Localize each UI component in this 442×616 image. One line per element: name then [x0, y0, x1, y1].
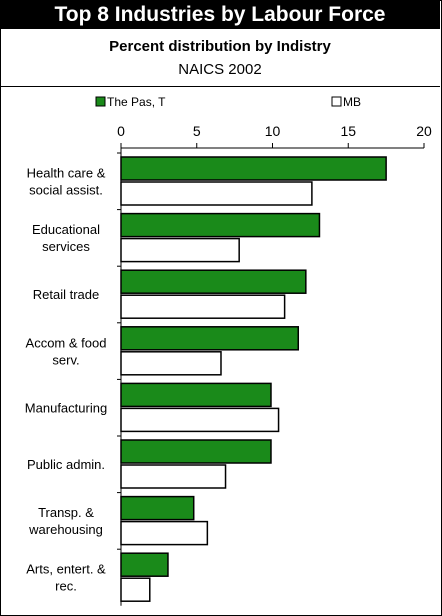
bar-the-pas-0 — [120, 156, 387, 181]
category-label-0-line-1: social assist. — [29, 183, 103, 198]
category-label-6-line-0: Transp. & — [38, 505, 94, 520]
x-tick-label-3: 15 — [340, 123, 356, 139]
x-axis: 0 5 10 15 20 — [117, 123, 432, 149]
category-label-0: Health care & social assist. — [27, 166, 106, 198]
legend-label-1: MB — [343, 95, 361, 109]
category-label-4-line-0: Manufacturing — [25, 400, 107, 415]
category-label-7: Arts, entert. & rec. — [26, 562, 106, 594]
x-tick-label-0: 0 — [117, 123, 125, 139]
bar-mb-1 — [120, 237, 240, 263]
bar-the-pas-2 — [120, 269, 307, 294]
category-label-6-line-1: warehousing — [28, 522, 103, 537]
category-label-0-line-0: Health care & — [27, 166, 106, 181]
bar-the-pas-4 — [120, 382, 272, 408]
bar-mb-4 — [120, 407, 280, 433]
category-label-1: Educational services — [32, 222, 100, 254]
bar-the-pas-6 — [120, 495, 195, 521]
category-label-1-line-1: services — [42, 239, 90, 254]
category-label-5-line-0: Public admin. — [27, 457, 105, 472]
bars — [120, 156, 387, 602]
bar-mb-3 — [120, 351, 222, 376]
y-axis: Health care & social assist. Educational se… — [25, 148, 122, 606]
category-label-3-line-1: serv. — [52, 352, 79, 367]
bar-the-pas-3 — [120, 326, 300, 351]
bar-mb-6 — [120, 520, 209, 546]
legend-swatch-1 — [331, 96, 342, 107]
chart-title: Top 8 Industries by Labour Force — [0, 0, 440, 29]
legend: The Pas, T MB — [95, 95, 361, 109]
x-tick-label-1: 5 — [193, 123, 201, 139]
bar-the-pas-5 — [120, 439, 272, 464]
category-label-3-line-0: Accom & food — [26, 335, 107, 350]
bar-mb-2 — [120, 294, 286, 319]
bar-mb-5 — [120, 464, 227, 489]
category-label-2: Retail trade — [33, 287, 99, 302]
header-divider — [0, 86, 440, 87]
category-label-5: Public admin. — [27, 457, 105, 472]
x-tick-label-2: 10 — [265, 123, 281, 139]
category-label-4: Manufacturing — [25, 400, 107, 415]
category-label-2-line-0: Retail trade — [33, 287, 99, 302]
category-label-6: Transp. & warehousing — [28, 505, 103, 537]
bar-the-pas-1 — [120, 212, 321, 238]
bar-mb-7 — [120, 577, 151, 602]
category-label-3: Accom & food serv. — [26, 335, 107, 367]
legend-label-0: The Pas, T — [107, 95, 166, 109]
category-label-7-line-1: rec. — [55, 579, 77, 594]
chart-subtitle-classification: NAICS 2002 — [178, 61, 262, 78]
legend-swatch-0 — [95, 96, 106, 107]
chart-subtitle: Percent distribution by Indistry — [109, 38, 331, 55]
bar-mb-0 — [120, 181, 313, 206]
category-label-1-line-0: Educational — [32, 222, 100, 237]
category-label-7-line-0: Arts, entert. & — [26, 562, 106, 577]
x-tick-label-4: 20 — [416, 123, 432, 139]
bar-the-pas-7 — [120, 552, 169, 577]
